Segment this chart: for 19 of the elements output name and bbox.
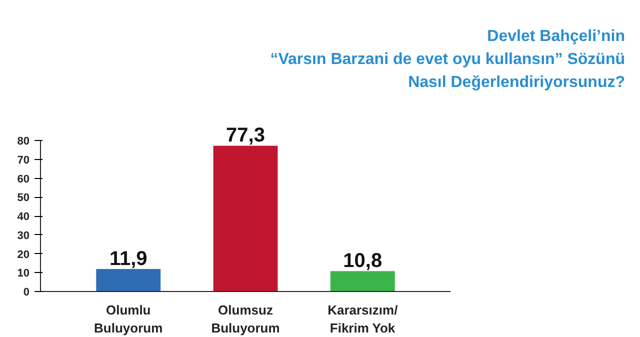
y-tick-label: 30 [17, 230, 30, 242]
y-tick-label: 50 [17, 192, 30, 204]
y-tick-label: 20 [17, 248, 30, 261]
y-tick-label: 10 [17, 268, 30, 280]
y-tick-label: 80 [17, 136, 30, 148]
bar [213, 146, 278, 292]
x-tick-label: Kararsızım/ Fikrim Yok [328, 302, 398, 336]
bar [96, 269, 161, 292]
bar [330, 271, 395, 292]
x-tick-label: Olumsuz Buluyorum [211, 302, 280, 336]
x-tick-label: Olumlu Buluyorum [94, 302, 163, 336]
y-tick-label: 70 [17, 154, 30, 166]
y-tick-label: 40 [17, 211, 30, 224]
y-tick-label: 60 [17, 173, 30, 186]
data-label: 11,9 [109, 248, 148, 270]
data-label: 10,8 [343, 250, 382, 272]
chart-title: Devlet Bahçeli’nin “Varsın Barzani de evet oyu kullansın” Sözünü Nasıl Değerlendiriyorsunuz? [270, 27, 625, 94]
y-tick-label: 0 [23, 286, 30, 298]
data-label: 77,3 [226, 124, 265, 147]
